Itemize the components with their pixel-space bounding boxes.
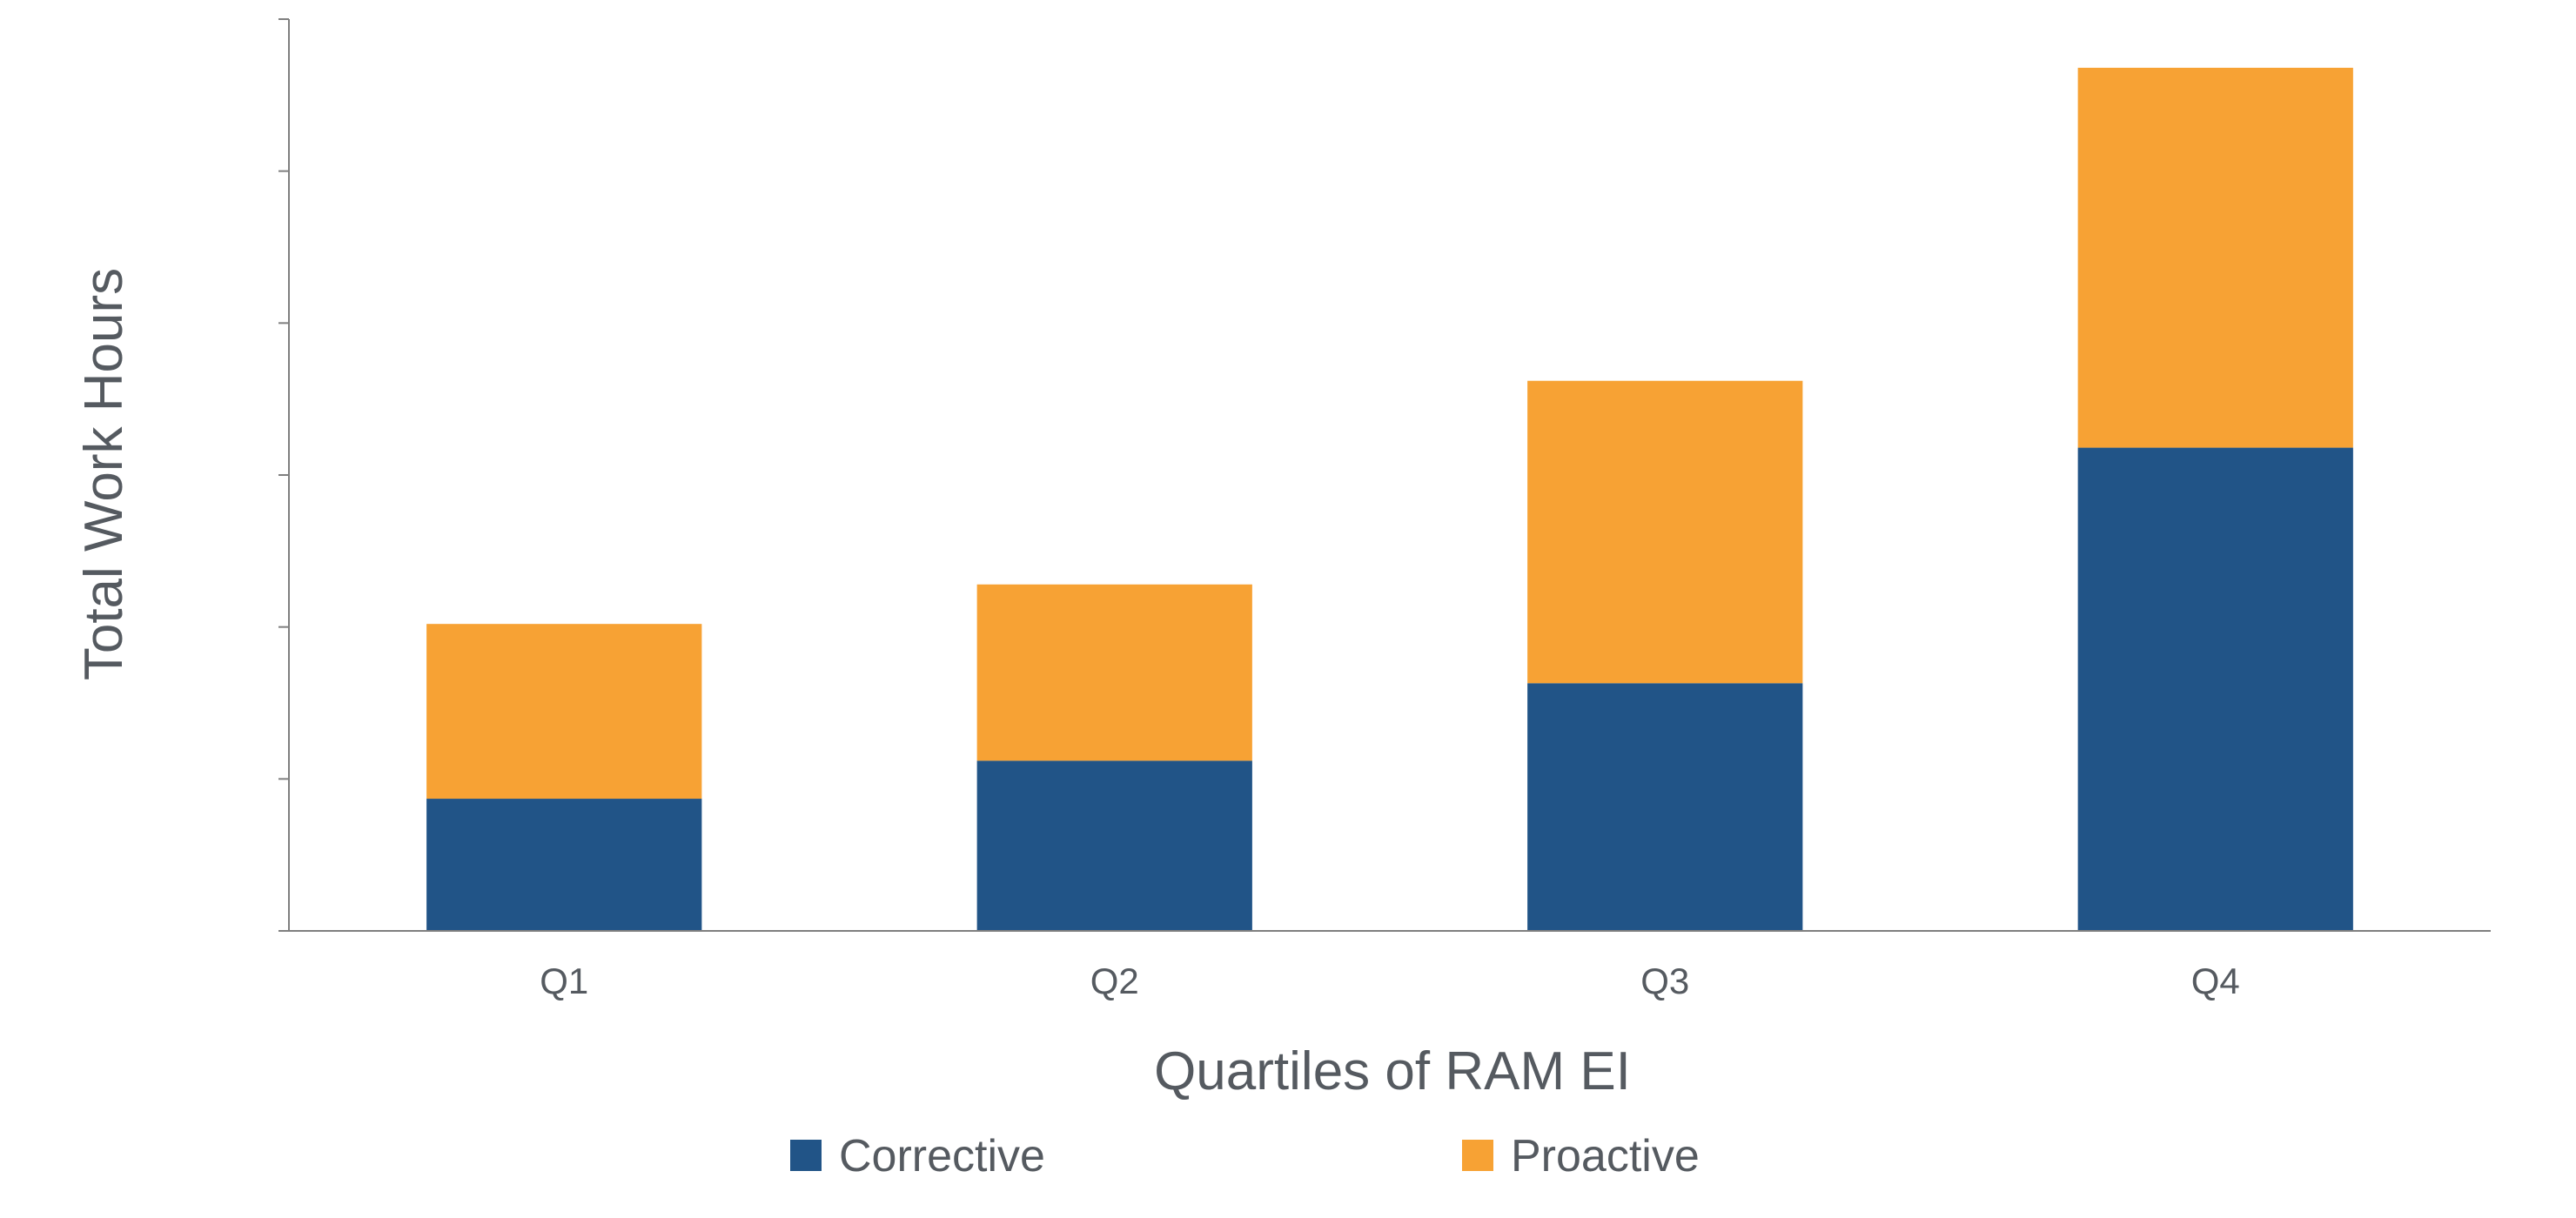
bar-q4-proactive (2077, 67, 2353, 448)
x-tick-label-q3: Q3 (1640, 960, 1689, 1001)
legend: Corrective Proactive (790, 1131, 1700, 1181)
x-tick-labels: Q1 Q2 Q3 Q4 (540, 960, 2240, 1001)
legend-label-corrective: Corrective (839, 1131, 1045, 1181)
x-tick-label-q2: Q2 (1090, 960, 1139, 1001)
bar-q2-proactive (976, 584, 1252, 761)
x-tick-label-q1: Q1 (540, 960, 588, 1001)
legend-label-proactive: Proactive (1511, 1131, 1700, 1181)
bar-q3-proactive (1527, 380, 1803, 684)
y-axis-title: Total Work Hours (74, 268, 134, 680)
bar-q1-corrective (426, 799, 702, 931)
bars-group (426, 67, 2353, 931)
bar-q3-corrective (1527, 683, 1803, 931)
legend-swatch-proactive (1462, 1140, 1493, 1171)
legend-swatch-corrective (790, 1140, 822, 1171)
bar-q2-corrective (976, 760, 1252, 931)
y-axis-ticks (278, 18, 289, 932)
x-tick-label-q4: Q4 (2191, 960, 2240, 1001)
x-axis-title: Quartiles of RAM EI (1154, 1041, 1631, 1101)
bar-q1-proactive (426, 624, 702, 800)
bar-q4-corrective (2077, 447, 2353, 931)
